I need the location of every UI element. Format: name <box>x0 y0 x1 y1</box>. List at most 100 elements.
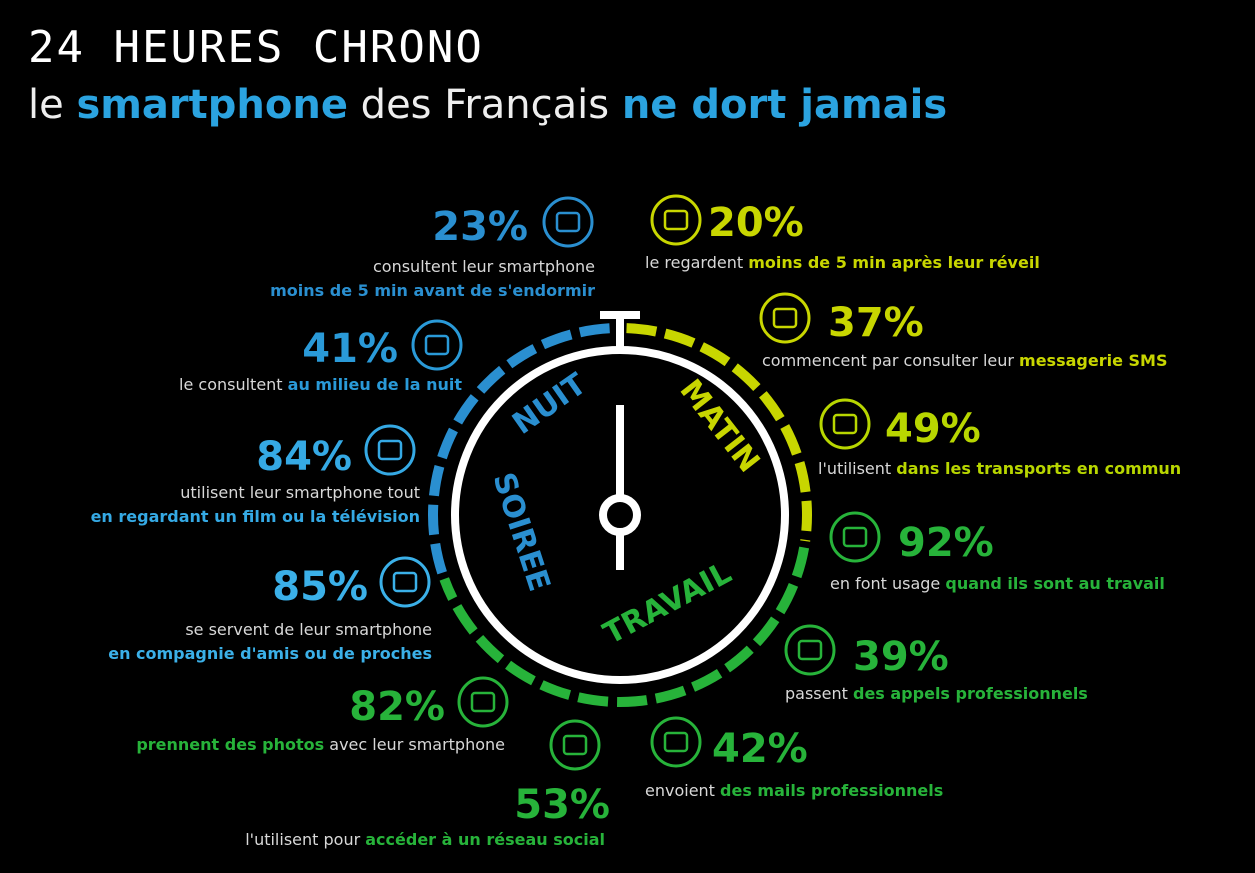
percent: 49% <box>885 406 981 452</box>
icon-glyph <box>424 334 450 356</box>
caption-line: l'utilisent dans les transports en commu… <box>818 459 1181 478</box>
text-segment: des Français <box>348 82 622 128</box>
stat-item: 53% l'utilisent pour accéder à un réseau … <box>245 719 610 849</box>
percent: 39% <box>853 634 949 680</box>
percent: 37% <box>828 300 924 346</box>
text-segment: prennent des photos <box>136 735 324 754</box>
stat-item: 37% commencent par consulter leur message… <box>759 292 1167 370</box>
text-segment: au milieu de la nuit <box>288 375 463 394</box>
text-segment: en font usage <box>830 574 945 593</box>
icon <box>542 196 594 248</box>
percent: 92% <box>898 520 994 566</box>
text-segment: avec leur smartphone <box>324 735 505 754</box>
text-segment: consultent leur smartphone <box>373 257 595 276</box>
stat-item: 82% prennent des photos avec leur smartph… <box>136 676 509 754</box>
caption-line: passent des appels professionnels <box>785 684 1088 703</box>
icon-glyph <box>663 209 689 231</box>
text-segment: messagerie SMS <box>1019 351 1167 370</box>
icon <box>650 716 702 768</box>
text-segment: l'utilisent <box>818 459 896 478</box>
icon-glyph <box>555 211 581 233</box>
caption-line: commencent par consulter leur messagerie… <box>762 351 1167 370</box>
text-segment: ne dort jamais <box>622 82 947 128</box>
text-segment: quand ils sont au travail <box>945 574 1165 593</box>
text-segment: utilisent leur smartphone tout <box>180 483 420 502</box>
icon <box>784 624 836 676</box>
text-segment: en compagnie d'amis ou de proches <box>108 644 432 663</box>
icon-glyph <box>562 734 588 756</box>
caption-line: consultent leur smartphone <box>373 257 595 276</box>
percent: 82% <box>349 684 445 730</box>
icon-glyph <box>832 413 858 435</box>
stat-item: 85% se servent de leur smartphone en compa… <box>108 556 432 663</box>
caption-line: en compagnie d'amis ou de proches <box>108 644 432 663</box>
percent: 85% <box>272 564 368 610</box>
clock-face <box>451 346 789 684</box>
icon <box>457 676 509 728</box>
clock <box>451 311 789 684</box>
percent: 42% <box>712 726 808 772</box>
caption-line: se servent de leur smartphone <box>185 620 432 639</box>
stat-item: 84% utilisent leur smartphone tout en rega… <box>91 424 420 526</box>
icon-glyph <box>842 526 868 548</box>
text-segment: se servent de leur smartphone <box>185 620 432 639</box>
caption-line: en font usage quand ils sont au travail <box>830 574 1165 593</box>
text-segment: moins de 5 min avant de s'endormir <box>270 281 595 300</box>
text-segment: le regardent <box>645 253 748 272</box>
caption-line: prennent des photos avec leur smartphone <box>136 735 505 754</box>
percent: 53% <box>514 782 610 828</box>
icon-glyph <box>797 639 823 661</box>
text-segment: des mails professionnels <box>720 781 943 800</box>
ring-segment <box>428 323 614 575</box>
icon-glyph <box>470 691 496 713</box>
icon-glyph <box>392 571 418 593</box>
stat-item: 92% en font usage quand ils sont au trava… <box>829 511 1165 593</box>
icon <box>650 194 702 246</box>
caption-line: en regardant un film ou la télévision <box>91 507 420 526</box>
percent: 41% <box>302 326 398 372</box>
text-segment: accéder à un réseau social <box>365 830 605 849</box>
icon <box>364 424 416 476</box>
subtitle: le smartphone des Français ne dort jamai… <box>28 82 947 128</box>
stat-item: 20% le regardent moins de 5 min après leu… <box>645 194 1040 272</box>
text-segment: dans les transports en commun <box>896 459 1181 478</box>
text-segment: des appels professionnels <box>853 684 1088 703</box>
percent: 20% <box>708 200 804 246</box>
text-segment: le consultent <box>179 375 288 394</box>
text-segment: passent <box>785 684 853 703</box>
icon <box>549 719 601 771</box>
percent: 23% <box>432 204 528 250</box>
icon <box>819 398 871 450</box>
clock-center <box>599 494 641 536</box>
icon <box>411 319 463 371</box>
text-segment: le <box>28 82 76 128</box>
caption-line: l'utilisent pour accéder à un réseau soc… <box>245 830 605 849</box>
ring-segment <box>626 323 812 542</box>
caption-line: utilisent leur smartphone tout <box>180 483 420 502</box>
stat-item: 23% consultent leur smartphone moins de 5 … <box>270 196 595 300</box>
icon-glyph <box>663 731 689 753</box>
text-segment: en regardant un film ou la télévision <box>91 507 420 526</box>
text-segment: l'utilisent pour <box>245 830 365 849</box>
text-segment: moins de 5 min après leur réveil <box>748 253 1040 272</box>
text-segment: envoient <box>645 781 720 800</box>
title: 24 HEURES CHRONO <box>28 22 484 73</box>
stat-item: 41% le consultent au milieu de la nuit <box>179 319 463 394</box>
icon-glyph <box>377 439 403 461</box>
caption-line: le regardent moins de 5 min après leur r… <box>645 253 1040 272</box>
text-segment: smartphone <box>76 82 348 128</box>
percent: 84% <box>256 434 352 480</box>
stat-item: 49% l'utilisent dans les transports en co… <box>818 398 1181 478</box>
stat-item: 42% envoient des mails professionnels <box>645 716 943 800</box>
icon <box>829 511 881 563</box>
text-segment: commencent par consulter leur <box>762 351 1019 370</box>
icon <box>379 556 431 608</box>
caption-line: moins de 5 min avant de s'endormir <box>270 281 595 300</box>
caption-line: envoient des mails professionnels <box>645 781 943 800</box>
caption-line: le consultent au milieu de la nuit <box>179 375 462 394</box>
icon-glyph <box>772 307 798 329</box>
icon <box>759 292 811 344</box>
